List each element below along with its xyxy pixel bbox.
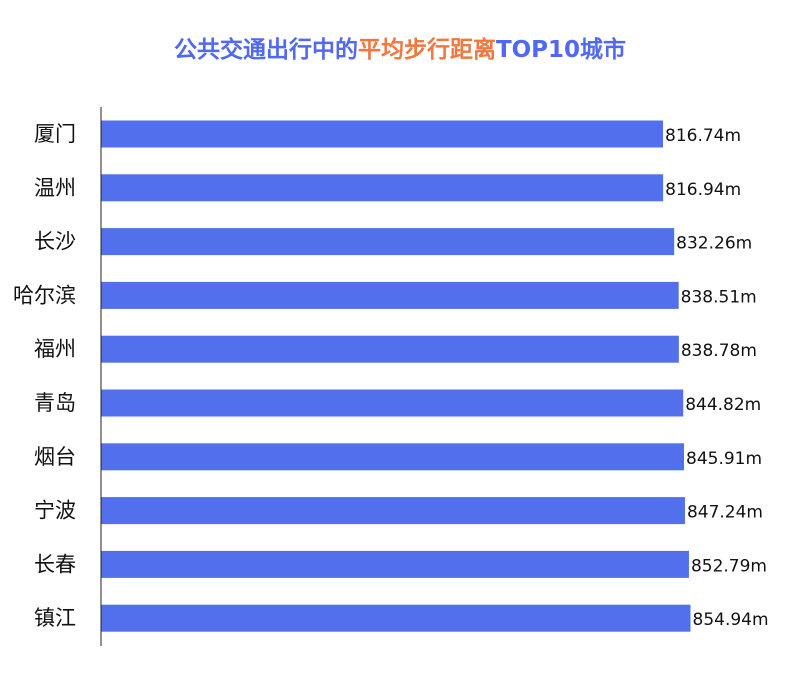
bar [101,174,664,202]
value-label: 816.74m [665,126,741,146]
bar [101,389,684,417]
bar [101,281,679,309]
value-label: 838.51m [681,287,757,307]
bar [101,228,675,256]
chart-title-part2: 平均步行距离 [357,37,496,63]
category-label: 宁波 [34,499,76,523]
category-label: 镇江 [34,606,76,630]
category-label: 温州 [34,176,76,200]
chart-title: 公共交通出行中的平均步行距离TOP10城市 [0,30,800,64]
category-label: 青岛 [34,391,76,415]
value-label: 838.78m [681,341,757,361]
value-label: 832.26m [676,234,752,254]
chart-title-part3: TOP10城市 [495,37,627,63]
bar [101,497,685,525]
bar [101,120,663,148]
category-label: 福州 [34,337,76,361]
value-label: 844.82m [685,395,761,415]
category-label: 长春 [34,552,76,576]
chart-title-part1: 公共交通出行中的 [173,37,358,63]
bars-layer: 厦门 816.74m 温州 816.94m 长沙 832.26m 哈尔滨 838.51m 福州 8… [13,120,769,632]
value-label: 845.91m [686,449,762,469]
bar [101,550,689,578]
bar [101,604,691,632]
category-label: 长沙 [34,230,76,254]
bar [101,443,685,471]
category-label: 哈尔滨 [13,283,76,307]
value-label: 854.94m [693,610,769,630]
category-label: 厦门 [34,122,76,146]
value-label: 852.79m [691,556,767,576]
value-label: 847.24m [687,503,763,523]
bar [101,335,679,363]
value-label: 816.94m [665,180,741,200]
category-label: 烟台 [34,445,76,469]
